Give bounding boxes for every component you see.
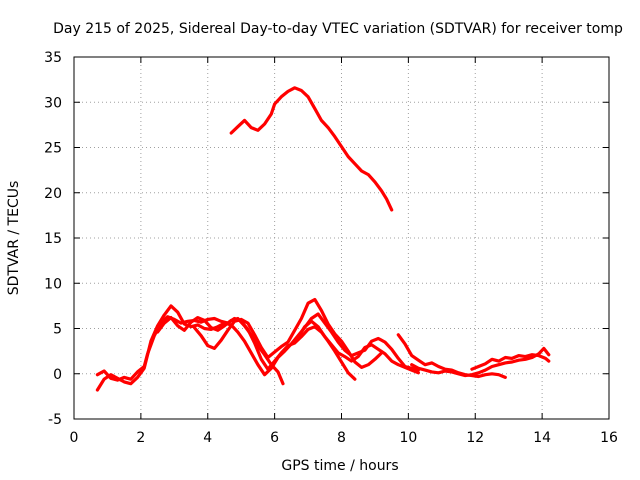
y-tick-label: 10 [44,276,62,292]
x-tick-label: 14 [533,430,551,446]
y-tick-label: 0 [53,367,62,383]
chart-title: Day 215 of 2025, Sidereal Day-to-day VTE… [53,21,623,37]
x-tick-label: 16 [600,430,618,446]
x-tick-label: 2 [136,430,145,446]
x-tick-label: 10 [399,430,417,446]
y-axis-label: SDTVAR / TECUs [6,181,22,296]
series-line [396,333,507,379]
y-tick-label: -5 [48,412,62,428]
y-tick-label: 20 [44,186,62,202]
x-tick-label: 6 [270,430,279,446]
y-tick-label: 35 [44,50,62,66]
grid-lines [74,57,609,419]
series-line [470,353,551,371]
x-tick-label: 4 [203,430,212,446]
series-line [229,86,394,212]
y-tick-label: 15 [44,231,62,247]
series-line [95,304,420,392]
y-tick-label: 5 [53,322,62,338]
data-series [95,86,551,392]
y-tick-label: 25 [44,141,62,157]
axis-ticks: 0 2 4 6 8 10 12 14 16 -5 0 5 10 15 20 25 30 35 [44,50,618,446]
series-line [410,346,551,378]
x-tick-label: 8 [337,430,346,446]
x-tick-label: 0 [70,430,79,446]
x-tick-label: 12 [466,430,484,446]
series-line [192,297,384,369]
y-tick-label: 30 [44,95,62,111]
x-axis-label: GPS time / hours [281,458,398,474]
series-line [296,319,420,375]
